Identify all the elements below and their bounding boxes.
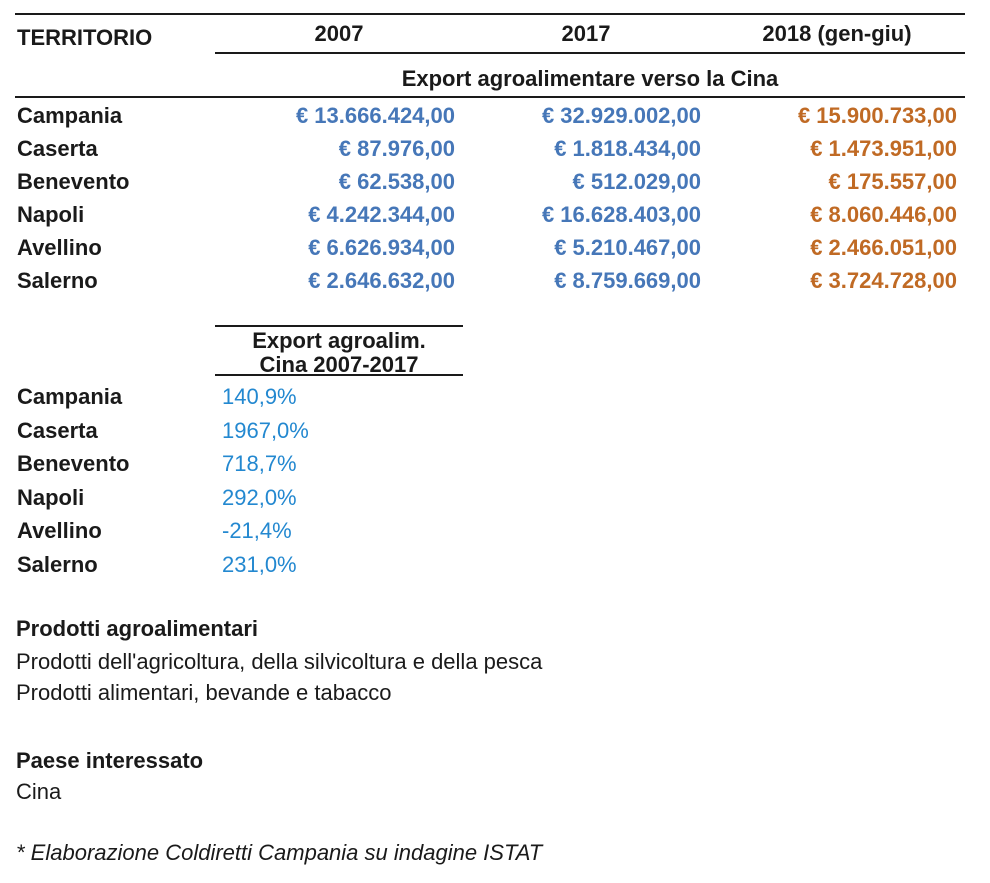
subheader-spacer [15,62,215,98]
value-2018: € 2.466.051,00 [810,235,957,260]
growth-table-header: Export agroalim. Cina 2007-2017 [215,325,463,377]
growth-percent-value: 140,9% [222,384,297,409]
value-2007: € 87.976,00 [338,136,455,161]
table-row-label: Salerno [17,268,98,293]
growth-percent-value: -21,4% [222,518,292,543]
growth-percent-value: 718,7% [222,451,297,476]
value-2017: € 32.929.002,00 [541,103,701,128]
table-row-label: Benevento [17,451,130,476]
table-row-label: Avellino [17,518,102,543]
table-row-label: Campania [17,103,123,128]
value-2007: € 13.666.424,00 [295,103,455,128]
value-2018: € 15.900.733,00 [797,103,957,128]
export-table-subheader: Export agroalimentare verso la Cina [215,62,965,98]
growth-percent-value: 292,0% [222,484,297,510]
value-2017: € 8.759.669,00 [554,268,701,293]
table-row-label: Salerno [17,551,98,577]
growth-percent-value: 1967,0% [222,417,309,443]
growth-percent-value: 231,0% [222,551,297,577]
value-2007: € 2.646.632,00 [308,268,455,293]
table-row-label: Napoli [17,484,85,510]
table-row-label: Caserta [17,136,98,161]
growth-header-line2: Cina 2007-2017 [259,352,419,377]
value-2018: € 1.473.951,00 [810,136,957,161]
table-row-label: Benevento [17,169,130,194]
value-2018: € 8.060.446,00 [810,202,957,227]
country-section-title: Paese interessato [16,748,204,773]
value-2017: € 512.029,00 [572,169,701,194]
value-2018: € 175.557,00 [828,169,957,194]
table-row-label: Caserta [17,417,98,443]
value-2007: € 4.242.344,00 [308,202,455,227]
value-2007: € 6.626.934,00 [308,235,455,260]
table-row-label: Napoli [17,202,85,227]
country-section-line: Cina [16,779,62,804]
value-2018: € 3.724.728,00 [810,268,957,293]
export-table: TERRITORIO 2007 2017 2018 (gen-giu) Expo… [15,13,965,296]
growth-header-spacer [15,325,215,378]
column-header-2007: 2007 [215,13,463,54]
products-section-line: Prodotti alimentari, bevande e tabacco [16,680,392,705]
column-header-2018: 2018 (gen-giu) [709,13,965,54]
growth-header-line1: Export agroalim. [252,328,426,353]
source-footnote: * Elaborazione Coldiretti Campania su in… [16,840,543,865]
value-2017: € 1.818.434,00 [554,136,701,161]
table-row-label: Campania [17,384,123,409]
column-header-2017: 2017 [463,13,709,54]
value-2007: € 62.538,00 [338,169,455,194]
value-2017: € 5.210.467,00 [554,235,701,260]
table-row-label: Avellino [17,235,102,260]
growth-table: Export agroalim. Cina 2007-2017 Campania… [15,325,463,579]
products-section-line: Prodotti dell'agricoltura, della silvico… [16,649,543,674]
value-2017: € 16.628.403,00 [541,202,701,227]
products-section-title: Prodotti agroalimentari [16,616,259,641]
territory-column-header: TERRITORIO [15,13,215,62]
